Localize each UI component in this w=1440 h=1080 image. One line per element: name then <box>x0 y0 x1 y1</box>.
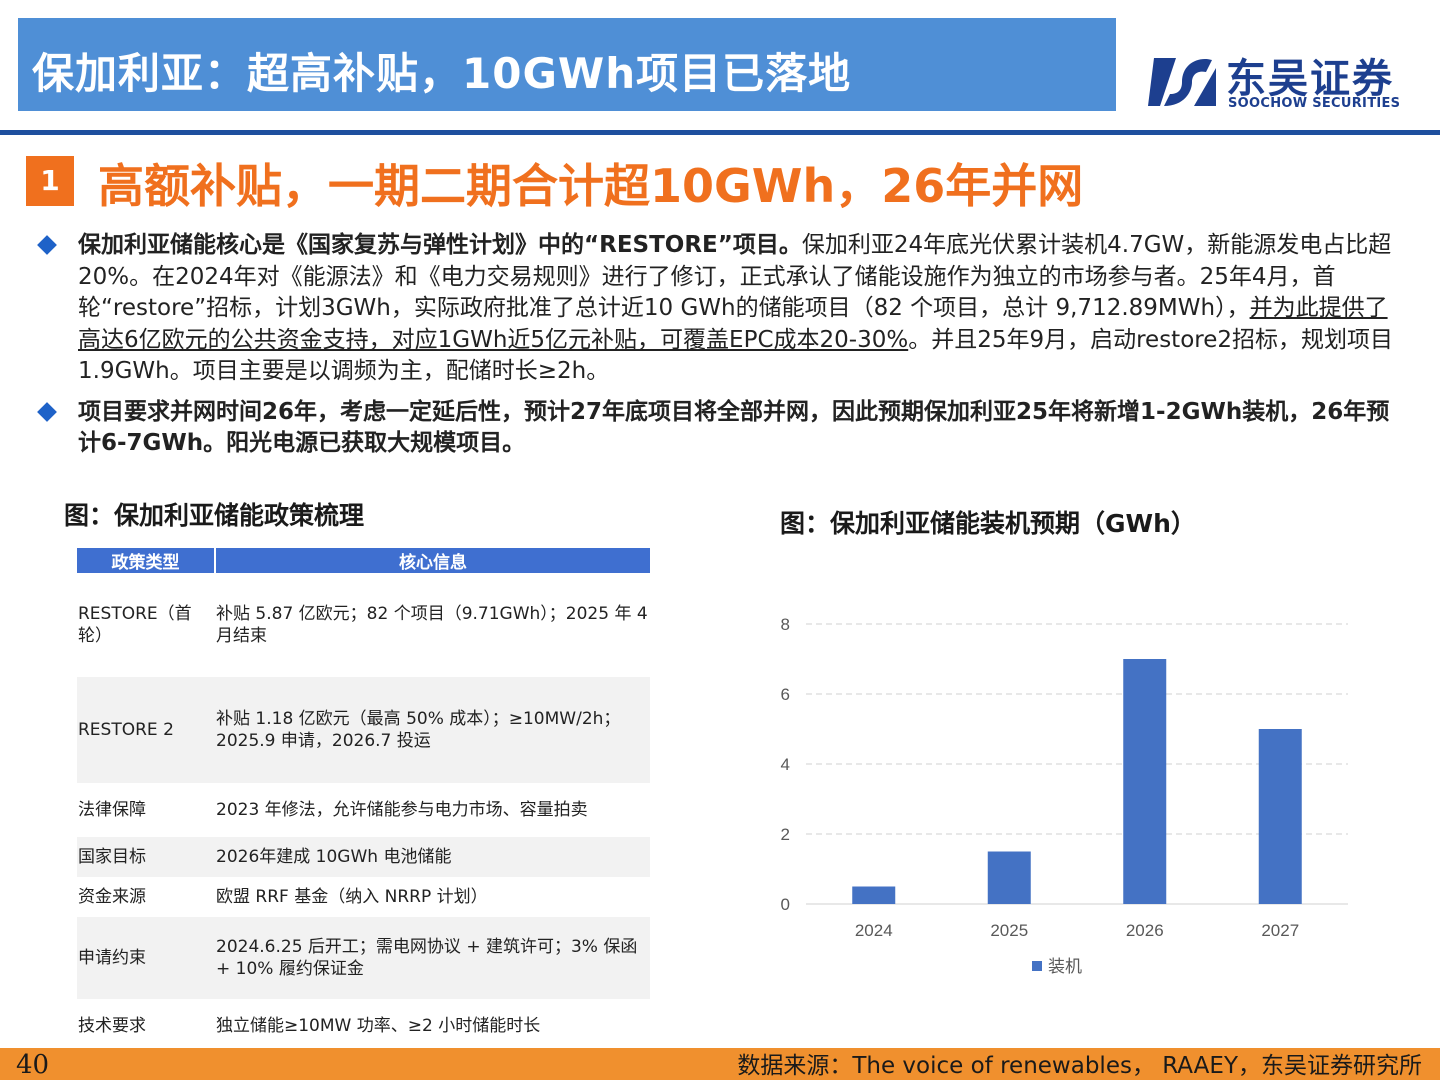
title-bar: 保加利亚：超高补贴，10GWh项目已落地 <box>18 18 1116 111</box>
data-source: 数据来源：The voice of renewables， RAAEY，东吴证券… <box>737 1053 1422 1079</box>
policy-info-cell: 补贴 1.18 亿欧元（最高 50% 成本）；≥10MW/2h；2025.9 申… <box>215 677 650 783</box>
bullet-bold-text: 项目要求并网时间26年，考虑一定延后性，预计27年底项目将全部并网，因此预期保加… <box>78 398 1390 457</box>
y-tick-label: 2 <box>781 825 790 844</box>
column-header-type: 政策类型 <box>77 548 216 573</box>
y-tick-label: 6 <box>781 685 790 704</box>
page-title: 保加利亚：超高补贴，10GWh项目已落地 <box>32 49 852 98</box>
table-figure-title: 图：保加利亚储能政策梳理 <box>64 501 365 530</box>
policy-type-cell: 技术要求 <box>77 999 215 1054</box>
policy-info-cell: 欧盟 RRF 基金（纳入 NRRP 计划） <box>216 887 488 907</box>
y-tick-label: 0 <box>781 895 790 914</box>
section-number-badge: 1 <box>26 156 74 206</box>
logo-chinese-name: 东吴证券 <box>1226 56 1394 102</box>
table-row: 申请约束 2024.6.25 后开工；需电网协议 + 建筑许可；3% 保函 + … <box>77 917 650 999</box>
table-row: 技术要求 独立储能≥10MW 功率、≥2 小时储能时长 <box>77 999 650 1054</box>
x-tick-label: 2027 <box>1261 921 1299 940</box>
bullet-list: 保加利亚储能核心是《国家复苏与弹性计划》中的“RESTORE”项目。保加利亚24… <box>36 230 1408 469</box>
table-row: 国家目标 2026年建成 10GWh 电池储能 <box>77 837 650 877</box>
bar-2024 <box>852 886 896 904</box>
x-tick-label: 2025 <box>990 921 1028 940</box>
policy-table: 政策类型 核心信息 RESTORE（首轮） 补贴 5.87 亿欧元；82 个项目… <box>77 548 650 1054</box>
bullet-bold-lead: 保加利亚储能核心是《国家复苏与弹性计划》中的“RESTORE”项目。 <box>78 232 802 258</box>
policy-info-cell: 独立储能≥10MW 功率、≥2 小时储能时长 <box>215 999 650 1054</box>
policy-type-cell: RESTORE 2 <box>77 677 215 783</box>
bullet-item: 保加利亚储能核心是《国家复苏与弹性计划》中的“RESTORE”项目。保加利亚24… <box>36 230 1408 388</box>
chart-figure-title: 图：保加利亚储能装机预期（GWh） <box>780 509 1196 538</box>
policy-type-cell: 国家目标 <box>77 837 215 877</box>
diamond-bullet-icon <box>37 401 57 422</box>
table-row: 法律保障 2023 年修法，允许储能参与电力市场、容量拍卖 <box>77 783 650 837</box>
policy-info-cell: 2024.6.25 后开工；需电网协议 + 建筑许可；3% 保函 + 10% 履… <box>215 917 650 999</box>
bar-2027 <box>1258 729 1302 904</box>
policy-info-cell: 2023 年修法，允许储能参与电力市场、容量拍卖 <box>216 800 588 820</box>
table-row: RESTORE 2 补贴 1.18 亿欧元（最高 50% 成本）；≥10MW/2… <box>77 677 650 783</box>
section-title: 高额补贴，一期二期合计超10GWh，26年并网 <box>98 159 1084 213</box>
y-tick-label: 4 <box>781 755 790 774</box>
policy-type-cell: RESTORE（首轮） <box>78 604 192 646</box>
logo-english-name: SOOCHOW SECURITIES <box>1228 96 1401 111</box>
legend-swatch <box>1032 961 1042 971</box>
policy-type-cell: 资金来源 <box>78 887 146 907</box>
page-number: 40 <box>16 1050 50 1080</box>
footer-bar <box>0 1048 1440 1080</box>
bullet-text-tail: 。并且25年9月，启动restore2招标，规划项目1.9GWh。项目主要是以调… <box>78 326 1394 385</box>
x-tick-label: 2024 <box>855 921 893 940</box>
table-row: 资金来源 欧盟 RRF 基金（纳入 NRRP 计划） <box>77 877 650 917</box>
header-divider <box>0 130 1440 135</box>
installation-bar-chart: 0 2 4 6 8 2024 2025 2026 2027 装机 <box>760 560 1400 990</box>
legend-label: 装机 <box>1048 957 1082 976</box>
column-header-info: 核心信息 <box>215 548 650 573</box>
table-header-row: 政策类型 核心信息 <box>77 548 650 573</box>
bullet-text: 保加利亚24年底光伏累计装机4.7GW，新能源发电占比超20%。在2024年对《… <box>78 232 1392 321</box>
policy-type-cell: 法律保障 <box>78 800 146 820</box>
bar-2026 <box>1123 659 1167 904</box>
policy-info-cell: 补贴 5.87 亿欧元；82 个项目（9.71GWh）；2025 年 4 月结束 <box>216 604 648 646</box>
diamond-bullet-icon <box>37 235 57 255</box>
bullet-underlined-text: 并为此提供了高达6亿欧元的公共资金支持，对应1GWh近5亿元补贴，可覆盖EPC成… <box>78 295 1388 353</box>
policy-type-cell: 申请约束 <box>77 917 215 999</box>
chart-svg: 0 2 4 6 8 2024 2025 2026 2027 装机 <box>781 615 1348 976</box>
x-tick-label: 2026 <box>1126 921 1164 940</box>
company-logo: 东吴证券 SOOCHOW SECURITIES <box>1146 46 1406 118</box>
y-tick-label: 8 <box>781 615 790 634</box>
table-row: RESTORE（首轮） 补贴 5.87 亿欧元；82 个项目（9.71GWh）；… <box>77 573 650 677</box>
bullet-item: 项目要求并网时间26年，考虑一定延后性，预计27年底项目将全部并网，因此预期保加… <box>36 397 1408 460</box>
bar-2025 <box>987 851 1031 904</box>
soochow-logo-icon <box>1148 58 1216 106</box>
policy-info-cell: 2026年建成 10GWh 电池储能 <box>215 837 650 877</box>
